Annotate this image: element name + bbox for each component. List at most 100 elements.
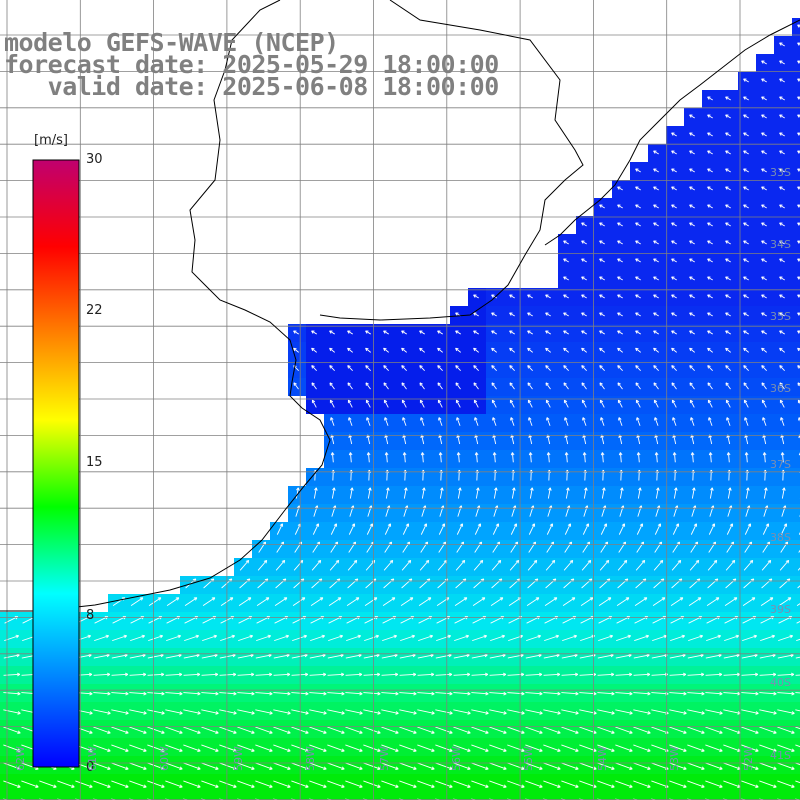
- wind-arrow: [418, 597, 432, 607]
- wind-arrow: [597, 654, 614, 659]
- wind-arrow: [309, 673, 326, 676]
- wind-arrow: [511, 487, 515, 499]
- wind-arrow: [183, 692, 201, 695]
- wind-arrow: [292, 635, 307, 642]
- wind-arrow-head: [737, 673, 741, 677]
- field-cell: [792, 504, 800, 522]
- wind-arrow: [419, 365, 425, 372]
- wind-arrow: [778, 635, 793, 642]
- wind-arrow-head: [747, 487, 750, 491]
- wind-arrow: [455, 347, 462, 353]
- wind-arrow: [633, 780, 651, 788]
- wind-arrow-head: [728, 452, 731, 456]
- wind-arrow-head: [419, 382, 423, 385]
- wind-arrow: [761, 560, 772, 571]
- wind-arrow: [653, 222, 659, 227]
- field-cell: [504, 792, 522, 800]
- wind-arrow: [669, 654, 686, 659]
- wind-arrow: [691, 487, 695, 499]
- wind-arrow-head: [682, 635, 685, 639]
- wind-arrow: [564, 523, 571, 535]
- wind-arrow: [724, 635, 739, 642]
- wind-arrow-head: [656, 452, 659, 456]
- wind-arrow-head: [393, 597, 396, 601]
- wind-arrow-head: [213, 597, 216, 601]
- wind-arrow: [795, 780, 800, 784]
- wind-arrow-head: [575, 693, 579, 696]
- wind-arrow-head: [16, 635, 19, 639]
- wind-arrow: [689, 382, 695, 390]
- wind-arrow: [777, 654, 794, 659]
- wind-arrow: [597, 726, 615, 734]
- wind-arrow: [654, 399, 659, 408]
- wind-arrow: [420, 541, 428, 553]
- field-cell: [468, 792, 486, 800]
- wind-arrow-head: [564, 399, 568, 403]
- wind-arrow-head: [456, 399, 460, 403]
- wind-arrow: [797, 132, 800, 135]
- wind-arrow: [761, 330, 767, 335]
- wind-arrow-head: [599, 382, 603, 385]
- wind-arrow: [561, 673, 578, 676]
- wind-arrow: [148, 597, 162, 607]
- wind-arrow-head: [582, 417, 586, 420]
- wind-arrow: [347, 330, 353, 335]
- wind-arrow: [617, 204, 623, 209]
- wind-arrow: [365, 382, 371, 390]
- wind-arrow: [363, 673, 380, 676]
- wind-arrow-head: [305, 712, 309, 715]
- wind-arrow: [600, 399, 605, 408]
- wind-arrow: [561, 780, 579, 788]
- wind-arrow: [600, 541, 608, 553]
- wind-arrow-head: [430, 654, 434, 658]
- wind-arrow: [743, 365, 749, 372]
- field-cell: [18, 792, 36, 800]
- wind-arrow: [653, 382, 659, 390]
- wind-arrow: [598, 635, 613, 642]
- wind-arrow: [635, 186, 641, 191]
- wind-arrow-head: [791, 673, 795, 677]
- wind-arrow: [492, 417, 497, 426]
- wind-arrow: [565, 434, 569, 445]
- wind-arrow: [473, 382, 479, 390]
- wind-arrow: [363, 709, 381, 714]
- wind-arrow: [471, 709, 489, 714]
- wind-arrow: [491, 365, 497, 372]
- wind-arrow: [383, 560, 394, 571]
- wind-arrow: [708, 523, 715, 535]
- field-cell: [792, 648, 800, 666]
- wind-arrow-head: [733, 560, 736, 564]
- wind-arrow-head: [790, 635, 793, 639]
- wind-arrow: [759, 692, 777, 695]
- wind-arrow: [619, 452, 622, 463]
- wind-arrow: [183, 673, 200, 676]
- wind-arrow: [274, 635, 289, 642]
- wind-arrow: [744, 417, 749, 426]
- wind-arrow: [545, 312, 551, 317]
- wind-arrow-head: [412, 654, 416, 658]
- wind-arrow: [275, 578, 287, 589]
- wind-arrow-head: [581, 347, 585, 350]
- wind-arrow: [651, 692, 669, 695]
- wind-arrow: [543, 709, 561, 714]
- wind-arrow: [220, 635, 235, 642]
- wind-arrow: [688, 597, 702, 607]
- wind-arrow-head: [764, 452, 767, 456]
- wind-arrow: [779, 42, 785, 47]
- wind-arrow: [597, 709, 615, 714]
- wind-arrow-head: [377, 693, 381, 696]
- wind-arrow: [492, 523, 499, 535]
- wind-arrow-head: [16, 654, 20, 658]
- field-cell: [792, 108, 800, 126]
- field-cell: [792, 792, 800, 800]
- wind-arrow: [743, 78, 749, 83]
- wind-arrow: [493, 434, 497, 445]
- wind-arrow: [417, 762, 435, 770]
- field-cell: [792, 720, 800, 738]
- wind-arrow: [689, 330, 695, 335]
- wind-arrow: [615, 726, 633, 734]
- wind-arrow-head: [341, 712, 345, 715]
- wind-arrow: [761, 132, 767, 137]
- wind-arrow: [201, 762, 219, 770]
- valid-date: valid date: 2025-06-08 18:00:00: [4, 72, 500, 101]
